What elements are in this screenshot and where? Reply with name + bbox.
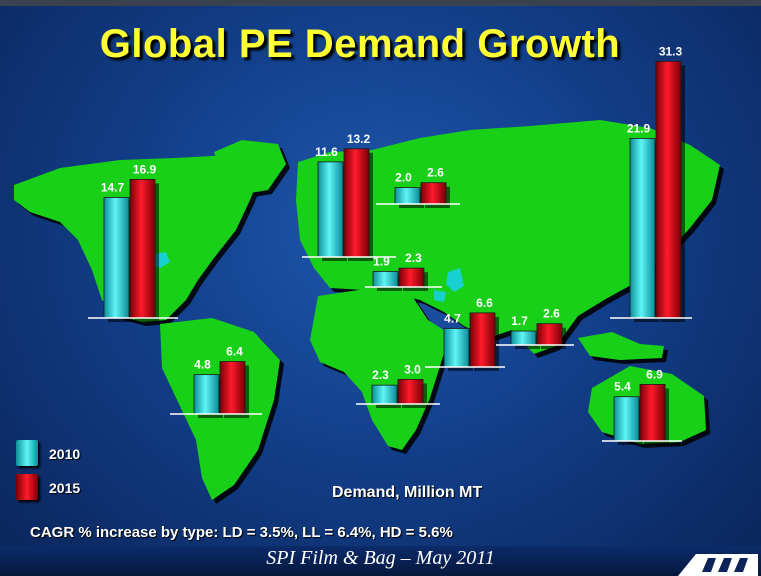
cmai-logo-icon <box>678 554 758 576</box>
legend: 2010 2015 <box>16 440 136 508</box>
bar-2015 <box>219 361 246 415</box>
value-label-2015: 6.6 <box>476 296 493 310</box>
value-label-2015: 2.6 <box>543 307 560 321</box>
value-label-2010: 1.7 <box>511 314 528 328</box>
bar-2010 <box>613 396 640 442</box>
bars-layer <box>88 60 692 445</box>
bar-2010 <box>629 138 656 319</box>
bar-2010 <box>317 161 344 258</box>
legend-swatch-2015 <box>16 474 38 500</box>
value-label-2015: 16.9 <box>133 162 157 176</box>
bar-2015 <box>469 312 496 368</box>
legend-label-2015: 2015 <box>49 480 81 496</box>
top-band <box>0 0 761 6</box>
legend-item-2015: 2015 <box>16 474 136 508</box>
bar-2015 <box>129 179 156 319</box>
value-label-2010: 11.6 <box>315 145 338 159</box>
value-label-2015: 2.6 <box>427 166 444 180</box>
footer-band <box>0 546 761 576</box>
value-label-2015: 31.3 <box>659 44 683 58</box>
bar-2010 <box>103 197 130 319</box>
footer-text: SPI Film & Bag – May 2011 <box>266 547 495 569</box>
bar-2010 <box>394 187 421 205</box>
value-label-2010: 4.7 <box>444 311 461 325</box>
value-label-2010: 5.4 <box>614 380 631 394</box>
value-label-2015: 6.9 <box>646 367 663 381</box>
value-label-2015: 13.2 <box>347 132 371 146</box>
bar-2010 <box>443 328 470 368</box>
value-labels-layer: 14.7 16.9 4.8 6.4 11.6 13.2 2.0 2.6 1.9 2.3 2.3 3.0… <box>101 44 683 393</box>
bar-2010 <box>510 330 537 346</box>
bar-2010 <box>371 384 398 405</box>
value-label-2010: 1.9 <box>373 254 390 268</box>
value-label-2015: 2.3 <box>405 251 422 265</box>
legend-item-2010: 2010 <box>16 440 136 474</box>
value-label-2010: 2.3 <box>372 368 389 382</box>
value-label-2010: 4.8 <box>194 358 211 372</box>
units-label: Demand, Million MT <box>332 484 483 501</box>
bar-2015 <box>397 378 424 405</box>
bar-2015 <box>536 323 563 346</box>
bar-2010 <box>372 271 399 288</box>
value-label-2010: 2.0 <box>395 171 412 185</box>
value-label-2015: 3.0 <box>404 362 421 376</box>
bar-2015 <box>398 267 425 288</box>
cagr-note: CAGR % increase by type: LD = 3.5%, LL =… <box>30 524 453 541</box>
bar-2015 <box>420 182 447 205</box>
value-label-2010: 14.7 <box>101 180 125 194</box>
bar-2015 <box>343 148 370 258</box>
legend-swatch-2010 <box>16 440 38 466</box>
bar-2010 <box>193 374 220 415</box>
bar-2015 <box>655 60 682 319</box>
chart-title: Global PE Demand Growth <box>99 22 621 66</box>
legend-label-2010: 2010 <box>49 446 81 462</box>
value-label-2010: 21.9 <box>627 121 651 135</box>
value-label-2015: 6.4 <box>226 345 243 359</box>
bar-2015 <box>639 384 666 442</box>
